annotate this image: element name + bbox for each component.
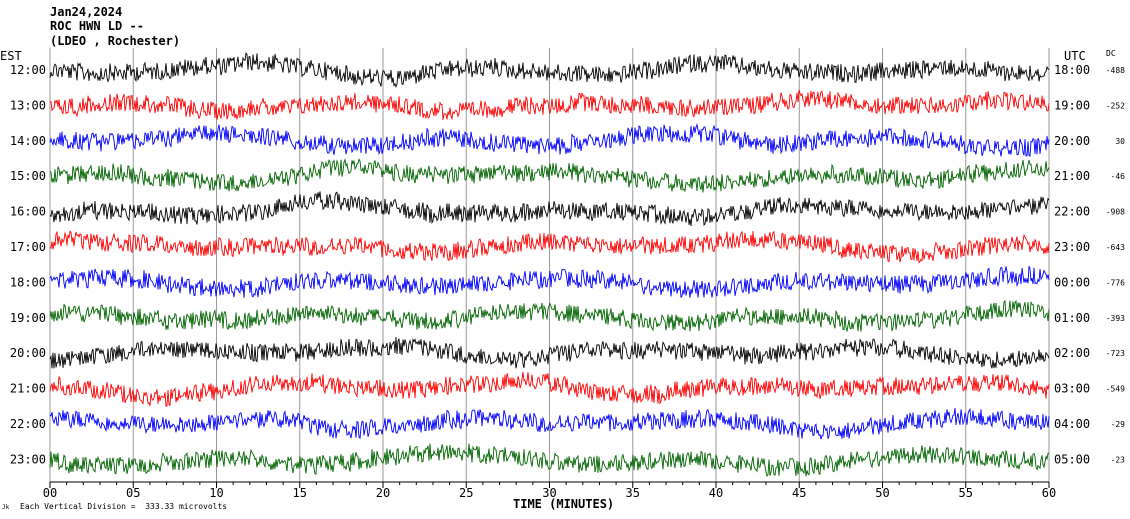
dc-offset-value: -723 [1106, 349, 1125, 358]
trace-row-1500 [49, 157, 1050, 193]
x-tick-label: 35 [626, 486, 640, 500]
est-hour-label: 23:00 [10, 452, 46, 466]
trace-row-1700 [49, 230, 1050, 264]
plot-date: Jan24,2024 [50, 5, 123, 19]
est-hour-label: 21:00 [10, 382, 46, 396]
dc-offset-value: 30 [1115, 137, 1125, 146]
trace-row-1900 [49, 299, 1050, 332]
x-tick-label: 55 [959, 486, 973, 500]
x-tick-label: 20 [376, 486, 390, 500]
est-hour-label: 20:00 [10, 346, 46, 360]
x-tick-label: 10 [209, 486, 223, 500]
utc-hour-label: 21:00 [1054, 169, 1090, 183]
dc-offset-value: -643 [1106, 243, 1125, 252]
dc-offset-value: -549 [1106, 385, 1125, 394]
dc-offset-value: -23 [1111, 455, 1126, 464]
dc-offset-value: -29 [1111, 420, 1126, 429]
x-tick-label: 00 [43, 486, 57, 500]
est-hour-label: 17:00 [10, 240, 46, 254]
utc-hour-label: 00:00 [1054, 275, 1090, 289]
dc-offset-value: -776 [1106, 278, 1125, 287]
utc-hour-label: 23:00 [1054, 240, 1090, 254]
est-hour-label: 16:00 [10, 205, 46, 219]
x-tick-label: 05 [126, 486, 140, 500]
logo-mark: Jk [2, 504, 10, 511]
trace-row-1800 [49, 266, 1050, 299]
dc-offset-value: -393 [1106, 314, 1125, 323]
x-axis-title: TIME (MINUTES) [513, 497, 615, 511]
x-tick-label: 15 [293, 486, 307, 500]
station-code: ROC HWN LD -- [50, 19, 144, 33]
utc-hour-label: 05:00 [1054, 452, 1090, 466]
est-hour-label: 13:00 [10, 98, 46, 112]
utc-axis-label: UTC [1064, 49, 1086, 63]
dc-offset-value: -252 [1106, 101, 1125, 110]
trace-row-1200 [49, 52, 1050, 88]
est-hour-label: 12:00 [10, 63, 46, 77]
trace-row-1400 [49, 122, 1050, 157]
est-hour-label: 18:00 [10, 275, 46, 289]
x-tick-label: 30 [542, 486, 556, 500]
utc-hour-label: 03:00 [1054, 382, 1090, 396]
est-hour-label: 14:00 [10, 134, 46, 148]
utc-hour-label: 04:00 [1054, 417, 1090, 431]
dc-column-label: DC [1106, 49, 1116, 58]
dc-offset-value: -488 [1106, 66, 1125, 75]
utc-hour-label: 19:00 [1054, 98, 1090, 112]
x-tick-label: 60 [1042, 486, 1056, 500]
x-tick-label: 50 [875, 486, 889, 500]
dc-offset-value: -908 [1106, 208, 1125, 217]
x-tick-label: 45 [792, 486, 806, 500]
vertical-scale-note: Each Vertical Division = 333.33 microvol… [20, 502, 228, 511]
est-axis-label: EST [0, 49, 22, 63]
trace-row-2300 [49, 443, 1050, 478]
network-name: (LDEO , Rochester) [50, 34, 181, 48]
trace-row-1300 [49, 89, 1050, 121]
est-hour-label: 15:00 [10, 169, 46, 183]
est-hour-label: 19:00 [10, 311, 46, 325]
utc-hour-label: 20:00 [1054, 134, 1090, 148]
trace-row-2100 [49, 371, 1050, 407]
utc-hour-label: 01:00 [1054, 311, 1090, 325]
utc-hour-label: 02:00 [1054, 346, 1090, 360]
trace-row-1600 [49, 191, 1050, 227]
trace-row-2000 [49, 336, 1050, 369]
est-hour-label: 22:00 [10, 417, 46, 431]
x-tick-label: 40 [709, 486, 723, 500]
utc-hour-label: 18:00 [1054, 63, 1090, 77]
dc-offset-value: -46 [1111, 172, 1126, 181]
utc-hour-label: 22:00 [1054, 205, 1090, 219]
x-tick-label: 25 [459, 486, 473, 500]
trace-row-2200 [49, 407, 1050, 440]
